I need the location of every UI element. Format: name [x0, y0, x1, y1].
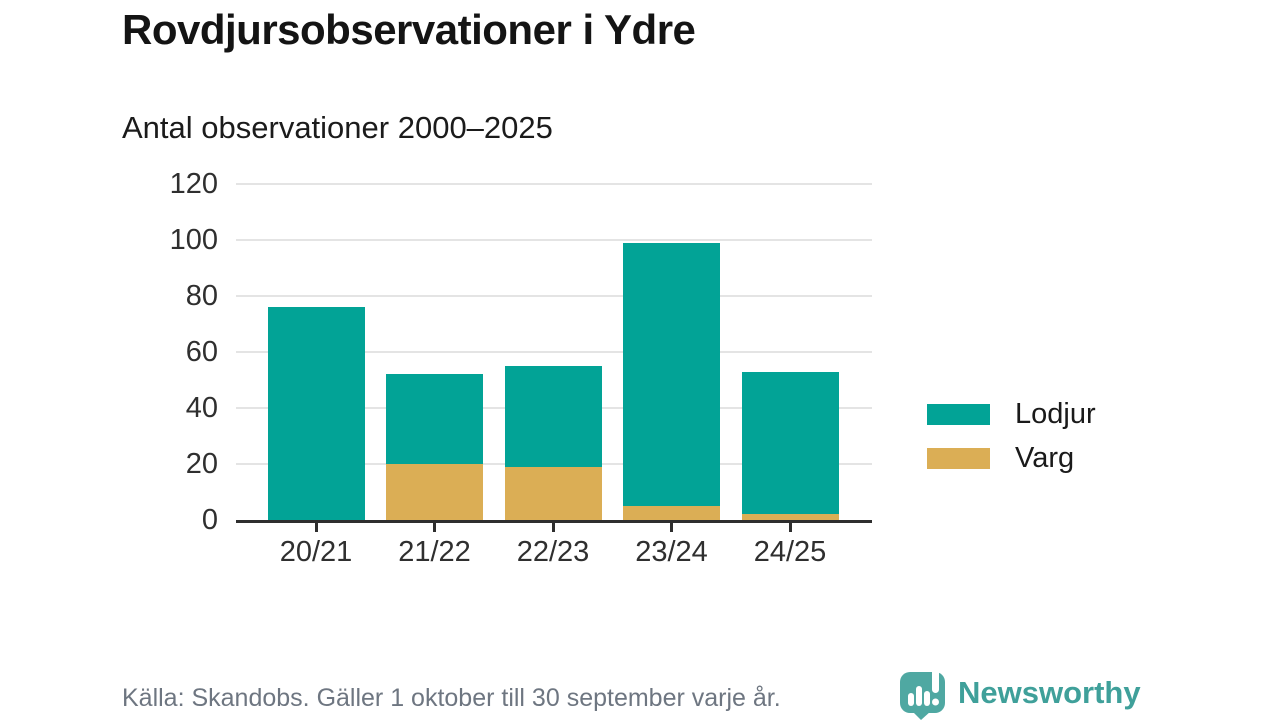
bar-21/22-varg: [386, 464, 483, 520]
y-tick-label: 60: [185, 336, 218, 368]
x-tick-label: 20/21: [279, 536, 353, 568]
y-tick-label: 0: [201, 504, 218, 536]
legend-label: Varg: [1015, 441, 1075, 474]
x-tick-label: 22/23: [516, 536, 590, 568]
gridline: [236, 351, 872, 353]
bar-23/24-lodjur: [623, 242, 720, 506]
legend: Lodjur Varg: [927, 398, 1096, 486]
legend-swatch-lodjur: [927, 403, 990, 425]
gridline: [236, 183, 872, 185]
source-note: Källa: Skandobs. Gäller 1 oktober till 3…: [122, 684, 781, 712]
x-tick-label: 23/24: [635, 536, 708, 568]
legend-item-varg: Varg: [927, 442, 1096, 474]
bar-22/23-varg: [504, 466, 602, 520]
bar-chart: 0 20 40 60 80 100 120 20/21 21/22 22/23 23/24 24/2…: [0, 168, 1280, 604]
gridline: [236, 239, 872, 241]
plot-area: 20/21 21/22 22/23 23/24 24/25: [236, 183, 872, 568]
x-tick-label: 24/25: [753, 536, 827, 568]
bar-20/21-lodjur: [267, 307, 365, 520]
y-axis: 0 20 40 60 80 100 120: [100, 168, 218, 536]
y-tick-label: 120: [169, 168, 218, 200]
footer: Källa: Skandobs. Gäller 1 oktober till 3…: [0, 666, 1280, 720]
y-tick-label: 80: [185, 280, 218, 312]
y-tick-label: 40: [185, 392, 218, 424]
brand: Newsworthy: [898, 666, 1141, 720]
brand-name: Newsworthy: [958, 675, 1141, 710]
bar-23/24-varg: [623, 506, 720, 520]
x-tick: [670, 523, 673, 532]
x-tick: [551, 523, 555, 532]
newsworthy-logo-icon: [900, 668, 945, 720]
x-tick: [314, 523, 318, 532]
chart-subtitle: Antal observationer 2000–2025: [122, 110, 553, 145]
x-tick: [433, 523, 436, 532]
x-tick: [788, 523, 792, 532]
y-tick-label: 100: [169, 224, 218, 256]
gridline: [236, 295, 872, 297]
bar-21/22-lodjur: [386, 374, 483, 464]
legend-swatch-varg: [927, 447, 990, 469]
legend-label: Lodjur: [1015, 397, 1096, 430]
x-tick-label: 21/22: [398, 536, 471, 568]
legend-item-lodjur: Lodjur: [927, 398, 1096, 430]
page-title: Rovdjursobservationer i Ydre: [122, 6, 696, 53]
bar-24/25-varg: [741, 514, 839, 520]
y-tick-label: 20: [185, 448, 218, 480]
bar-24/25-lodjur: [741, 371, 839, 515]
bar-22/23-lodjur: [504, 366, 602, 467]
